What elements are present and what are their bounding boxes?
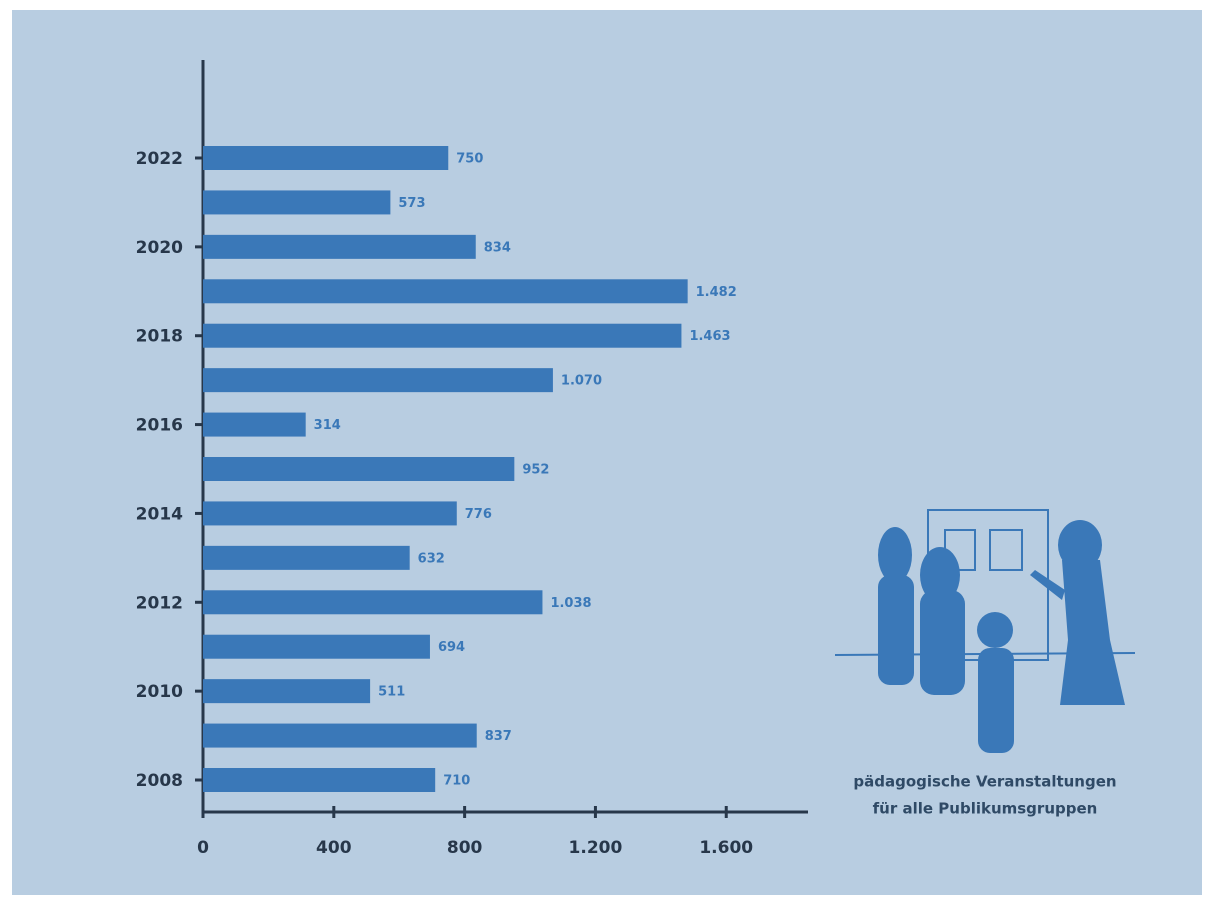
y-tick-label: 2016 <box>136 416 183 436</box>
bar <box>203 457 515 481</box>
bar <box>203 768 436 792</box>
y-tick-label: 2020 <box>136 238 183 258</box>
y-tick-label: 2018 <box>136 327 183 347</box>
value-label: 750 <box>456 152 483 167</box>
value-label: 632 <box>418 551 445 566</box>
value-label: 710 <box>443 774 470 789</box>
value-label: 834 <box>484 240 511 255</box>
bar <box>203 545 410 570</box>
value-label: 511 <box>378 685 405 700</box>
bar <box>203 501 457 526</box>
x-tick-label: 1.600 <box>699 838 753 858</box>
caption: pädagogische Veranstaltungen <box>853 773 1116 791</box>
bar <box>203 323 682 348</box>
bar <box>203 634 430 659</box>
bar <box>203 412 306 437</box>
y-tick-label: 2022 <box>136 149 183 169</box>
y-tick-label: 2008 <box>136 771 183 791</box>
value-label: 1.482 <box>696 285 737 300</box>
value-label: 837 <box>485 729 512 744</box>
x-tick-label: 400 <box>316 838 352 858</box>
value-label: 1.070 <box>561 374 602 389</box>
bar <box>203 146 449 170</box>
background <box>12 10 1202 895</box>
y-tick-label: 2010 <box>136 682 183 702</box>
value-label: 952 <box>522 463 549 478</box>
bar <box>203 590 543 615</box>
bar <box>203 679 371 704</box>
x-tick-label: 1.200 <box>569 838 623 858</box>
value-label: 573 <box>398 196 425 211</box>
bar <box>203 368 553 393</box>
y-tick-label: 2014 <box>136 504 183 524</box>
y-tick-label: 2012 <box>136 593 183 613</box>
x-tick-label: 800 <box>447 838 483 858</box>
value-label: 694 <box>438 640 465 655</box>
caption: für alle Publikumsgruppen <box>873 800 1098 818</box>
value-label: 314 <box>314 418 341 433</box>
value-label: 1.038 <box>550 596 591 611</box>
value-label: 776 <box>465 507 492 522</box>
illustration <box>834 509 1136 753</box>
bar <box>203 723 477 748</box>
bar <box>203 190 391 215</box>
bar <box>203 234 476 259</box>
value-label: 1.463 <box>689 329 730 344</box>
bar <box>203 279 688 304</box>
x-tick-label: 0 <box>197 838 209 858</box>
